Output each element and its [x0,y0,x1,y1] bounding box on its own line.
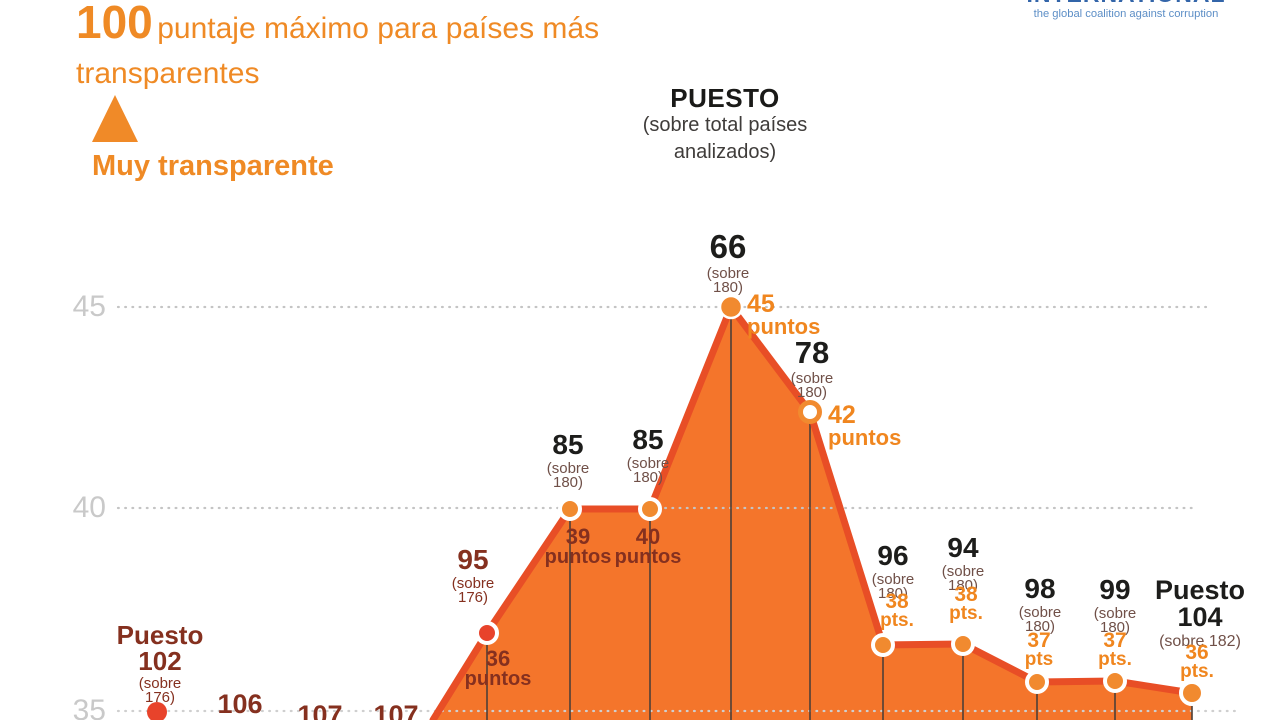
axis-title: PUESTO [670,83,780,113]
logo-tagline: the global coalition against corruption [1033,8,1219,20]
max-score-caption: 100 puntaje máximo para países más trans… [76,0,616,99]
dot-99 [1103,669,1127,693]
score-label-40-puntos: 40 puntos [614,524,682,568]
point-label-66: 66 (sobre 180) [706,228,750,296]
point-label-98: 98 (sobre 180) [1018,573,1062,635]
point-label-107a: 107 [297,700,343,720]
axis-subtitle: (sobre total países analizados) [642,114,808,163]
score-label-39-puntos: 39 puntos [544,524,612,568]
dot-78 [798,400,822,424]
dot-66 [718,294,744,320]
point-label-85b: 85 (sobre 180) [626,424,670,486]
logo-wordmark-clipped: INTERNATIONAL [1016,0,1236,7]
ytick-35: 35 [72,694,106,720]
dot-102 [147,702,167,720]
point-label-104: Puesto 104 (sobre 182) [1154,575,1246,650]
dot-85a [558,497,582,521]
legend-label: Muy transparente [92,150,334,182]
dot-85b [638,497,662,521]
dot-104 [1179,680,1205,706]
point-label-85a: 85 (sobre 180) [546,429,590,491]
triangle-up-icon [92,95,138,142]
point-label-96: 96 (sobre 180) [871,540,915,602]
area-fill [433,307,1192,720]
max-score-text: puntaje máximo para países más transpare… [76,12,600,90]
dot-95 [475,621,499,645]
score-label-38-pts-a: 38 pts. [880,590,914,631]
point-label-99: 99 (sobre 180) [1093,574,1137,636]
dot-94 [951,632,975,656]
ytick-45: 45 [72,290,106,323]
dot-98 [1025,670,1049,694]
point-label-94: 94 (sobre 180) [941,532,985,594]
dot-96 [871,633,895,657]
ytick-40: 40 [72,491,106,524]
score-label-36-puntos: 36 puntos [464,646,532,690]
point-label-102: Puesto 102 (sobre 176) [116,620,204,706]
logo-wordmark: INTERNATIONAL [1016,0,1236,7]
point-label-107b: 107 [373,700,419,720]
axis-title-block: PUESTO (sobre total países analizados) [595,84,855,166]
transparency-international-logo: INTERNATIONAL the global coalition again… [1016,0,1236,20]
leader-lines [486,307,1193,720]
data-dots [147,294,1205,720]
score-label-38-pts-b: 38 pts. [949,583,983,624]
score-label-36-pts: 36 pts. [1180,641,1214,682]
max-score-value: 100 [76,0,153,48]
point-label-106: 106 (sobre [217,689,263,719]
score-label-45-puntos: 45 puntos [747,290,821,339]
score-label-37-pts-b: 37 pts. [1098,629,1132,670]
score-label-42-puntos: 42 puntos [828,401,902,450]
score-label-37-pts-a: 37 pts [1024,629,1054,670]
point-label-78: 78 (sobre 180) [790,335,834,401]
point-label-95: 95 (sobre 176) [451,544,495,606]
